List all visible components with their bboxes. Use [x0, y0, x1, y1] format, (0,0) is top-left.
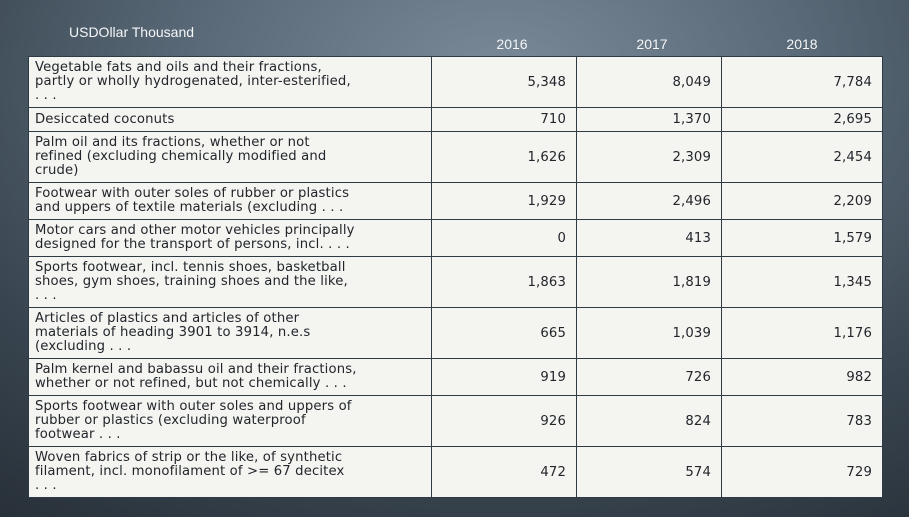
cell-value-2017: 2,309 [576, 131, 722, 183]
column-header-2017: 2017 [636, 36, 668, 52]
cell-value-2018: 2,454 [721, 131, 883, 183]
cell-value-2017: 8,049 [576, 56, 722, 108]
cell-value-2016: 1,863 [431, 256, 577, 308]
cell-value-2018: 2,695 [721, 107, 883, 132]
cell-value-2017: 1,039 [576, 307, 722, 359]
cell-value-2017: 1,819 [576, 256, 722, 308]
table-row: Sports footwear with outer soles and upp… [28, 395, 883, 447]
cell-value-2018: 2,209 [721, 182, 883, 220]
row-label: Footwear with outer soles of rubber or p… [28, 182, 432, 220]
cell-value-2018: 7,784 [721, 56, 883, 108]
row-label: Palm kernel and babassu oil and their fr… [28, 358, 432, 396]
cell-value-2017: 1,370 [576, 107, 722, 132]
row-label: Sports footwear with outer soles and upp… [28, 395, 432, 447]
row-label: Sports footwear, incl. tennis shoes, bas… [28, 256, 432, 308]
cell-value-2016: 0 [431, 219, 577, 257]
cell-value-2018: 982 [721, 358, 883, 396]
cell-value-2018: 783 [721, 395, 883, 447]
cell-value-2016: 919 [431, 358, 577, 396]
table-row: Motor cars and other motor vehicles prin… [28, 219, 883, 257]
column-header-2016: 2016 [496, 36, 528, 52]
cell-value-2016: 710 [431, 107, 577, 132]
cell-value-2018: 1,579 [721, 219, 883, 257]
table-body: Vegetable fats and oils and their fracti… [28, 56, 883, 498]
table-row: Sports footwear, incl. tennis shoes, bas… [28, 256, 883, 308]
cell-value-2017: 824 [576, 395, 722, 447]
cell-value-2017: 2,496 [576, 182, 722, 220]
cell-value-2016: 1,626 [431, 131, 577, 183]
table-row: Woven fabrics of strip or the like, of s… [28, 446, 883, 498]
row-label: Desiccated coconuts [28, 107, 432, 132]
cell-value-2016: 5,348 [431, 56, 577, 108]
table-row: Palm oil and its fractions, whether or n… [28, 131, 883, 183]
column-header-2018: 2018 [786, 36, 818, 52]
table-row: Palm kernel and babassu oil and their fr… [28, 358, 883, 396]
cell-value-2018: 1,345 [721, 256, 883, 308]
import-value-table: Vegetable fats and oils and their fracti… [28, 56, 883, 498]
cell-value-2017: 726 [576, 358, 722, 396]
cell-value-2018: 729 [721, 446, 883, 498]
cell-value-2016: 665 [431, 307, 577, 359]
cell-value-2017: 574 [576, 446, 722, 498]
table-row: Footwear with outer soles of rubber or p… [28, 182, 883, 220]
row-label: Motor cars and other motor vehicles prin… [28, 219, 432, 257]
table-row: Articles of plastics and articles of oth… [28, 307, 883, 359]
table-row: Desiccated coconuts 710 1,370 2,695 [28, 107, 883, 132]
row-label: Palm oil and its fractions, whether or n… [28, 131, 432, 183]
row-label: Articles of plastics and articles of oth… [28, 307, 432, 359]
cell-value-2016: 1,929 [431, 182, 577, 220]
unit-label: USDOllar Thousand [69, 24, 195, 40]
cell-value-2016: 472 [431, 446, 577, 498]
cell-value-2017: 413 [576, 219, 722, 257]
table-row: Vegetable fats and oils and their fracti… [28, 56, 883, 108]
cell-value-2018: 1,176 [721, 307, 883, 359]
cell-value-2016: 926 [431, 395, 577, 447]
row-label: Vegetable fats and oils and their fracti… [28, 56, 432, 108]
row-label: Woven fabrics of strip or the like, of s… [28, 446, 432, 498]
